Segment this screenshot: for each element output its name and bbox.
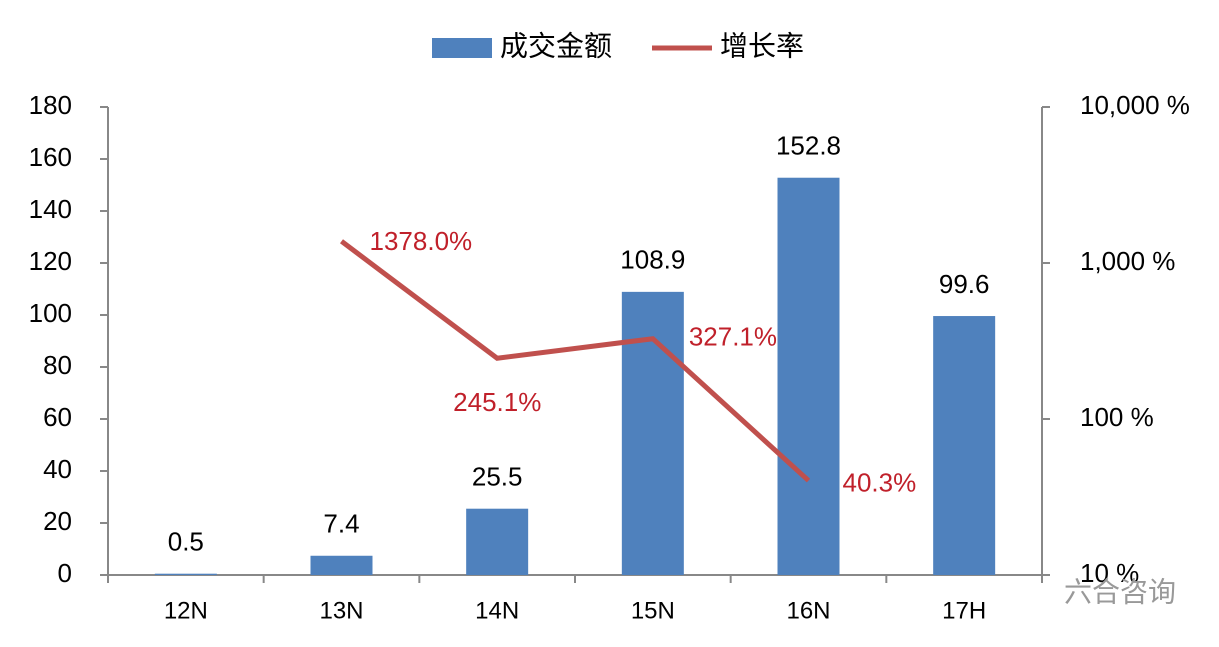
- y-tick-label: 160: [29, 142, 72, 172]
- y-tick-label: 140: [29, 194, 72, 224]
- x-tick-label: 14N: [475, 597, 519, 624]
- y2-tick-label: 10 %: [1080, 558, 1139, 588]
- line-value-label: 40.3%: [843, 467, 917, 497]
- legend-swatch: [432, 38, 492, 58]
- y-tick-label: 40: [43, 454, 72, 484]
- growth-line: [339, 239, 811, 483]
- y-tick-label: 120: [29, 246, 72, 276]
- bar-value-label: 152.8: [776, 131, 841, 161]
- bar-value-label: 7.4: [323, 509, 359, 539]
- x-tick-label: 12N: [164, 597, 208, 624]
- watermark: 六合咨询: [1064, 576, 1176, 607]
- bar: [777, 177, 840, 575]
- y-tick-label: 80: [43, 350, 72, 380]
- y-tick-label: 180: [29, 90, 72, 120]
- x-tick-label: 15N: [631, 597, 675, 624]
- bar: [310, 555, 373, 575]
- y2-tick-label: 10,000 %: [1080, 90, 1190, 120]
- y2-tick-label: 1,000 %: [1080, 246, 1175, 276]
- line-value-label: 1378.0%: [370, 226, 473, 256]
- bar-value-label: 108.9: [620, 245, 685, 275]
- bar: [621, 291, 684, 575]
- y-tick-label: 20: [43, 506, 72, 536]
- bar-value-label: 99.6: [939, 269, 990, 299]
- line-value-label: 327.1%: [689, 322, 777, 352]
- x-tick-label: 17H: [942, 597, 986, 624]
- bar: [466, 508, 529, 575]
- bar-value-label: 25.5: [472, 462, 523, 492]
- bar: [154, 573, 217, 575]
- y-tick-label: 100: [29, 298, 72, 328]
- y-tick-label: 0: [58, 558, 72, 588]
- line-value-label: 245.1%: [453, 387, 541, 417]
- x-tick-label: 16N: [786, 597, 830, 624]
- y-tick-label: 60: [43, 402, 72, 432]
- y2-tick-label: 100 %: [1080, 402, 1154, 432]
- legend-label: 增长率: [720, 30, 804, 61]
- x-tick-label: 13N: [319, 597, 363, 624]
- legend-label: 成交金额: [500, 30, 612, 61]
- bar: [933, 316, 996, 575]
- bar-value-label: 0.5: [168, 527, 204, 557]
